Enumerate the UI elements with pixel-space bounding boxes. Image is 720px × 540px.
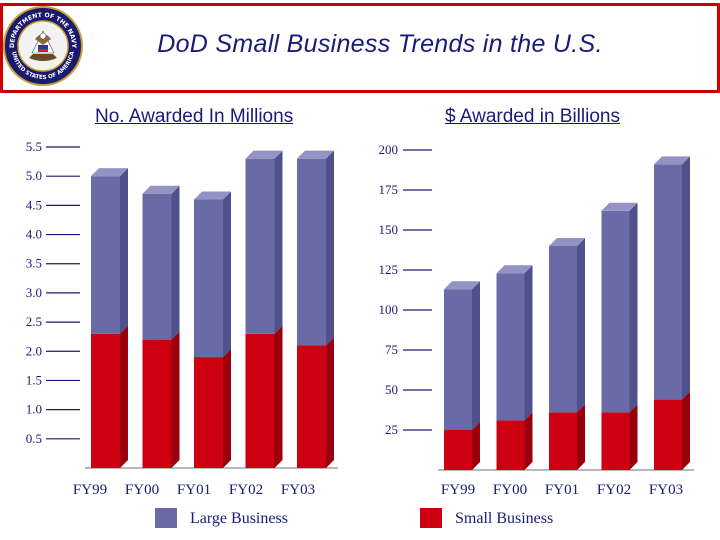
page-title: DoD Small Business Trends in the U.S. — [157, 30, 603, 58]
y-tick-label: 100 — [379, 302, 399, 317]
bar-small-business-side — [524, 412, 533, 470]
bar-large-business-side — [171, 185, 180, 340]
right-chart-title: $ Awarded in Billions — [445, 106, 620, 127]
top-rule — [0, 3, 720, 6]
bar-small-business-side — [577, 404, 585, 470]
bar-small-business-side — [223, 349, 231, 468]
bar-small-business — [549, 412, 577, 470]
bar-large-business — [496, 273, 525, 421]
x-category-label: FY02 — [597, 482, 631, 498]
navy-seal-icon: DEPARTMENT OF THE NAVY UNITED STATES OF … — [3, 6, 83, 86]
bar-small-business — [194, 357, 223, 468]
y-tick-label: 2.0 — [26, 343, 42, 358]
x-category-label: FY01 — [545, 482, 579, 498]
x-category-label: FY01 — [177, 482, 211, 498]
bar-large-business-side — [472, 281, 480, 430]
bar-large-business — [601, 210, 630, 413]
x-category-label: FY00 — [125, 482, 159, 498]
bar-large-business-side — [629, 202, 638, 413]
x-category-label: FY02 — [229, 482, 263, 498]
bar-small-business-side — [274, 325, 283, 468]
bar-small-business — [444, 430, 472, 470]
bar-large-business-side — [223, 191, 231, 358]
legend-label-large: Large Business — [190, 510, 288, 527]
bar-large-business-side — [326, 150, 334, 346]
bar-large-business-side — [524, 265, 533, 421]
bar-large-business — [549, 246, 577, 413]
bar-small-business — [142, 339, 172, 468]
y-tick-label: 4.0 — [26, 227, 42, 242]
y-tick-label: 5.5 — [26, 139, 42, 154]
bar-small-business-side — [326, 337, 334, 468]
x-category-label: FY00 — [493, 482, 527, 498]
y-tick-label: 0.5 — [26, 431, 42, 446]
bar-large-business — [297, 158, 326, 346]
chart-dollars: 25 50 75 100 125 150 175 200 FY99 FY00 FY01 FY02 FY0… — [379, 142, 694, 498]
header-rule — [0, 90, 720, 93]
bar-small-business — [297, 345, 326, 468]
bar-small-business-side — [120, 325, 128, 468]
bar-large-business — [142, 193, 172, 340]
bar-small-business-side — [171, 331, 180, 468]
bar-large-business-top — [601, 202, 638, 211]
bar-small-business — [91, 333, 120, 468]
bar-large-business — [194, 199, 223, 358]
x-category-label: FY03 — [649, 482, 683, 498]
bar-large-business-top — [496, 265, 533, 274]
side-rule-left — [0, 3, 3, 93]
x-category-label: FY03 — [281, 482, 315, 498]
bar-large-business-top — [654, 156, 690, 165]
y-tick-label: 125 — [379, 262, 399, 277]
y-tick-label: 4.5 — [26, 197, 42, 212]
legend-label-small: Small Business — [455, 510, 554, 527]
y-tick-label: 175 — [379, 182, 399, 197]
x-category-label: FY99 — [73, 482, 107, 498]
x-category-label: FY99 — [441, 482, 475, 498]
bar-large-business-top — [142, 185, 180, 194]
y-tick-label: 1.5 — [26, 372, 42, 387]
bar-large-business-top — [91, 168, 128, 177]
bar-large-business-side — [120, 168, 128, 334]
bar-large-business-top — [444, 281, 480, 290]
bar-large-business-top — [549, 238, 585, 246]
bar-large-business-top — [245, 150, 283, 159]
bar-small-business — [654, 399, 682, 470]
bar-small-business — [601, 412, 630, 470]
y-tick-label: 3.0 — [26, 285, 42, 300]
legend-swatch-small — [420, 508, 442, 528]
bar-small-business-side — [472, 422, 480, 470]
bar-large-business — [654, 164, 682, 400]
y-tick-label: 1.0 — [26, 402, 42, 417]
y-tick-label: 3.5 — [26, 256, 42, 271]
bar-small-business — [245, 333, 275, 468]
y-tick-label: 25 — [385, 422, 398, 437]
y-tick-label: 150 — [379, 222, 399, 237]
bar-large-business-side — [274, 150, 283, 334]
bar-small-business — [496, 420, 525, 470]
left-chart-title: No. Awarded In Millions — [95, 106, 294, 127]
bar-large-business — [91, 176, 120, 334]
bar-small-business-side — [682, 391, 690, 470]
bar-large-business — [245, 158, 275, 334]
y-tick-label: 75 — [385, 342, 398, 357]
bar-large-business — [444, 289, 472, 430]
legend-swatch-large — [155, 508, 177, 528]
bar-large-business-top — [194, 191, 231, 200]
bar-large-business-top — [297, 150, 334, 159]
side-rule-right — [717, 3, 720, 93]
y-tick-label: 200 — [379, 142, 399, 157]
y-tick-label: 5.0 — [26, 168, 42, 183]
y-tick-label: 50 — [385, 382, 398, 397]
bar-large-business-side — [577, 238, 585, 413]
bar-small-business-side — [629, 404, 638, 470]
chart-count: 0.5 1.0 1.5 2.0 2.5 3.0 3.5 4.0 4.5 5.0 5.5 FY99 FY0… — [26, 139, 338, 498]
bar-large-business-side — [682, 156, 690, 400]
y-tick-label: 2.5 — [26, 314, 42, 329]
